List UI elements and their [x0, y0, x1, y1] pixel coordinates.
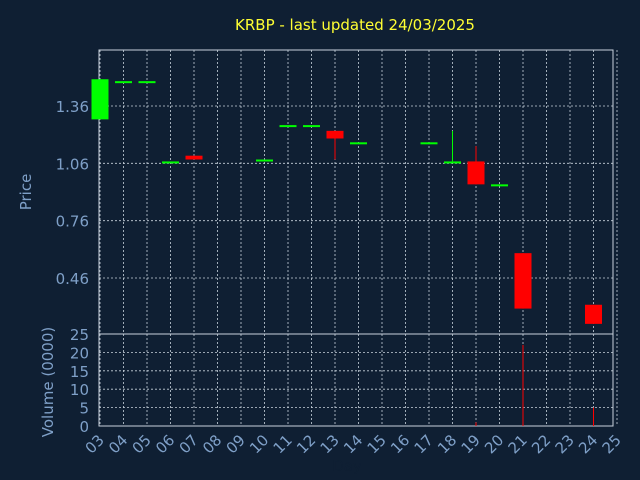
- x-tick-label: 17: [411, 431, 437, 457]
- price-tick-labels: 1.36 1.06 0.76 0.46: [56, 98, 89, 288]
- candle-body: [514, 253, 532, 309]
- x-tick-label: 10: [246, 431, 272, 457]
- x-tick-labels: 0304050607080910111213141516171819202122…: [82, 431, 625, 457]
- candle-body: [279, 125, 297, 128]
- candle-body: [185, 155, 203, 160]
- x-tick-label: 24: [575, 431, 601, 457]
- candles: [91, 79, 602, 324]
- x-tick-label: 13: [317, 431, 343, 457]
- volume-axis-label: Volume (0000): [39, 327, 57, 437]
- candle-body: [420, 142, 438, 145]
- x-tick-label: 11: [270, 431, 296, 457]
- volume-bars: [475, 345, 594, 426]
- candle-body: [303, 125, 320, 128]
- x-tick-label: 08: [199, 431, 225, 457]
- x-tick-label: 23: [552, 431, 578, 457]
- x-tick-label: 25: [599, 431, 625, 457]
- x-tick-label: 22: [528, 431, 554, 457]
- x-tick-label: 14: [340, 431, 366, 457]
- volume-tick-label: 5: [79, 400, 89, 418]
- x-tick-label: 20: [481, 431, 507, 457]
- volume-tick-label: 0: [79, 418, 89, 436]
- volume-tick-label: 25: [70, 326, 89, 344]
- price-axis-label: Price: [17, 174, 35, 211]
- chart-title: KRBP - last updated 24/03/2025: [235, 16, 475, 34]
- candle-body: [256, 159, 273, 162]
- x-tick-label: 21: [505, 431, 531, 457]
- x-tick-label: 16: [387, 431, 413, 457]
- volume-panel: [98, 333, 614, 427]
- x-tick-label: 19: [458, 431, 484, 457]
- candle-body: [585, 304, 602, 324]
- volume-tick-label: 10: [70, 381, 89, 399]
- x-tick-label: 05: [129, 431, 155, 457]
- candle-body: [491, 184, 508, 187]
- candle-body: [444, 161, 461, 164]
- candle-body: [467, 161, 485, 185]
- candle-body: [326, 130, 344, 139]
- x-tick-label: 18: [434, 431, 460, 457]
- price-tick-label: 1.36: [56, 98, 89, 116]
- price-tick-label: 0.76: [56, 213, 89, 231]
- candle-body: [91, 79, 109, 120]
- candle-body: [350, 142, 367, 145]
- price-tick-label: 0.46: [56, 270, 89, 288]
- x-axis-label: Day: [332, 457, 362, 475]
- x-tick-label: 07: [176, 431, 202, 457]
- x-tick-label: 12: [293, 431, 319, 457]
- x-tick-label: 09: [223, 431, 249, 457]
- price-tick-label: 1.06: [56, 155, 89, 173]
- x-tick-label: 15: [364, 431, 390, 457]
- candle-body: [162, 161, 179, 164]
- x-tick-label: 04: [105, 431, 131, 457]
- volume-tick-label: 15: [70, 363, 89, 381]
- candle-body: [138, 81, 156, 84]
- x-tick-label: 06: [152, 431, 178, 457]
- price-panel: [98, 49, 614, 335]
- grid-lines: [99, 50, 618, 427]
- candle-body: [115, 81, 132, 84]
- volume-tick-label: 20: [70, 344, 89, 362]
